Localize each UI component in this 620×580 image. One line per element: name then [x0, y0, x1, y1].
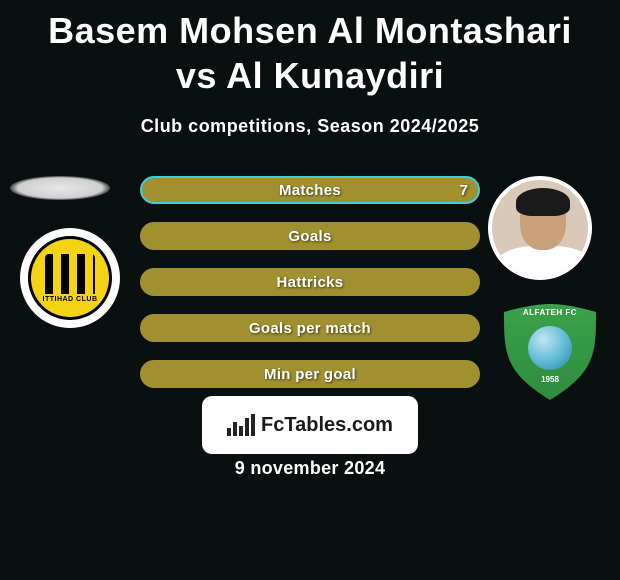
- player-left-photo-placeholder: [10, 176, 110, 200]
- chart-icon: [227, 414, 255, 436]
- player-right-photo: [488, 176, 592, 280]
- club-right-year: 1958: [500, 375, 600, 384]
- stat-label: Matches: [142, 182, 478, 199]
- club-left-label: ITTIHAD CLUB: [43, 296, 98, 303]
- stat-value-right: 7: [460, 182, 468, 199]
- club-left-badge: ITTIHAD CLUB: [20, 228, 120, 328]
- stat-label: Min per goal: [142, 366, 478, 383]
- source-badge: FcTables.com: [202, 396, 418, 454]
- stat-row: Matches7: [140, 176, 480, 204]
- subtitle: Club competitions, Season 2024/2025: [0, 116, 620, 137]
- stat-row: Goals per match: [140, 314, 480, 342]
- stat-row: Min per goal: [140, 360, 480, 388]
- club-right-label: ALFATEH FC: [500, 308, 600, 317]
- stat-label: Goals per match: [142, 320, 478, 337]
- stat-label: Hattricks: [142, 274, 478, 291]
- source-label: FcTables.com: [261, 414, 393, 437]
- stat-row: Hattricks: [140, 268, 480, 296]
- stat-label: Goals: [142, 228, 478, 245]
- club-right-badge: ALFATEH FC 1958: [500, 302, 600, 402]
- date-label: 9 november 2024: [0, 458, 620, 479]
- stats-table: Matches7 Goals Hattricks Goals per match Min…: [140, 176, 480, 406]
- page-title: Basem Mohsen Al Montashari vs Al Kunaydi…: [0, 0, 620, 98]
- stat-row: Goals: [140, 222, 480, 250]
